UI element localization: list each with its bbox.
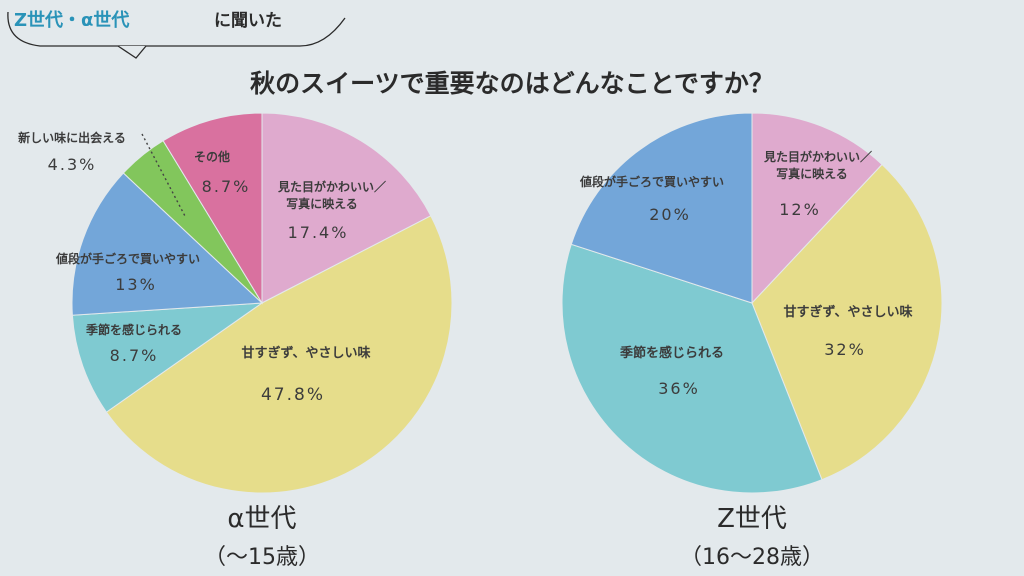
slice-value-label: 4.3% <box>48 155 97 174</box>
slice-value-label: 12% <box>779 200 821 219</box>
chart-caption-title: Z世代 <box>717 504 787 534</box>
slice-value-label: 17.4% <box>288 223 349 242</box>
pie-slice <box>105 215 453 494</box>
slice-label: 季節を感じられる <box>619 345 724 361</box>
pie-slice <box>561 243 823 494</box>
header-tag: Z世代・α世代 に聞いた <box>7 10 346 59</box>
slice-value-label: 8.7% <box>202 177 251 196</box>
page-title: 秋のスイーツで重要なのはどんなことですか？ <box>250 69 774 98</box>
slice-label: 値段が手ごろで買いやすい <box>579 174 724 189</box>
pie-chart-z: 見た目がかわいい／ 写真に映える 12% 甘すぎず、やさしい味 32% 季節を感… <box>561 112 943 570</box>
slice-value-label: 20% <box>649 205 691 224</box>
slice-label: 写真に映える <box>286 196 358 211</box>
pie-slice <box>162 112 263 305</box>
slice-label: 見た目がかわいい／ <box>763 149 872 164</box>
slice-label: 見た目がかわいい／ <box>277 179 386 194</box>
slice-label: 季節を感じられる <box>85 322 182 337</box>
leader-line <box>141 133 187 219</box>
pie-slice <box>71 302 264 413</box>
slice-label: 甘すぎず、やさしい味 <box>241 345 370 361</box>
slice-label: 写真に映える <box>776 166 848 181</box>
pie-chart-alpha: 見た目がかわいい／ 写真に映える 17.4% 甘すぎず、やさしい味 47.8% … <box>18 112 453 570</box>
tag-swoosh-tail <box>117 45 147 59</box>
slice-value-label: 47.8% <box>261 385 325 405</box>
chart-caption-title: α世代 <box>227 504 296 534</box>
pie-slice <box>570 112 753 304</box>
slice-label: 新しい味に出会える <box>18 130 126 145</box>
slice-label: 甘すぎず、やさしい味 <box>783 304 912 320</box>
chart-caption-subtitle: （〜15歳） <box>204 545 320 570</box>
slice-value-label: 36% <box>658 379 700 398</box>
slice-value-label: 32% <box>824 340 866 359</box>
pie-slice <box>261 112 432 304</box>
pie-slice <box>71 172 264 316</box>
chart-caption-subtitle: （16〜28歳） <box>680 545 824 570</box>
slice-label: その他 <box>194 149 230 164</box>
pie-slice <box>751 163 943 481</box>
tag-accent-text: Z世代・α世代 <box>14 10 129 31</box>
slice-value-label: 13% <box>115 275 157 294</box>
tag-plain-text: に聞いた <box>214 11 282 31</box>
tag-swoosh <box>7 11 346 47</box>
slice-value-label: 8.7% <box>110 346 159 365</box>
slice-label: 値段が手ごろで買いやすい <box>55 251 200 266</box>
pie-slice <box>751 112 883 305</box>
